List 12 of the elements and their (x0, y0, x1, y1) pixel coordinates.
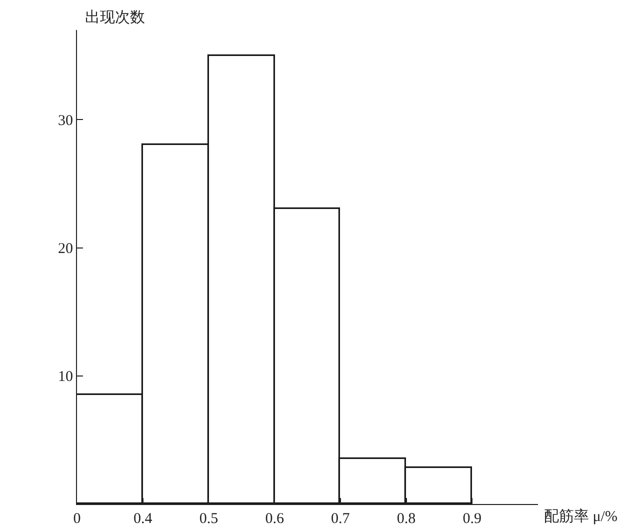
x-axis-title: 配筋率 μ/% (544, 508, 618, 525)
y-axis-title: 出现次数 (85, 9, 145, 26)
x-tick-label: 0.4 (133, 511, 153, 527)
x-tick-label: 0.5 (199, 511, 218, 527)
x-tick-label: 0.8 (396, 511, 416, 527)
y-tick-label: 10 (58, 369, 73, 386)
y-tick-label: 20 (58, 241, 73, 258)
x-tick-label: 0 (73, 511, 81, 527)
x-tick-label: 0.9 (462, 511, 482, 527)
x-tick-label: 0.6 (265, 511, 284, 527)
y-tick-label: 30 (58, 112, 73, 129)
x-tick-label: 0.7 (331, 511, 350, 527)
